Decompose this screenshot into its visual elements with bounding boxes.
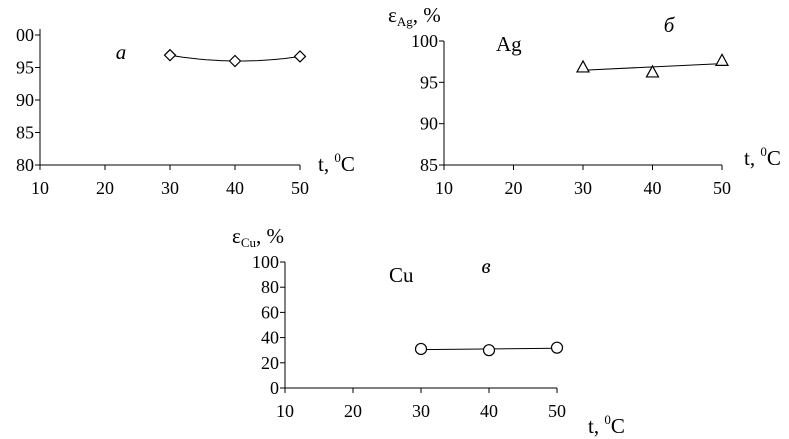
data-point-diamond	[163, 48, 177, 62]
x-axis-label: t, 0C	[744, 144, 781, 170]
data-point-triangle	[645, 64, 660, 78]
x-tick-label: 40	[644, 178, 662, 198]
y-tick-label: 60	[261, 302, 279, 322]
x-tick-label: 30	[574, 178, 592, 198]
x-tick-label: 30	[161, 178, 179, 198]
x-tick-label: 40	[226, 178, 244, 198]
panel-label: а	[116, 40, 127, 64]
x-tick-label: 10	[276, 401, 294, 421]
y-tick-label: 40	[261, 328, 279, 348]
x-tick-label: 20	[505, 178, 523, 198]
data-point-circle	[550, 341, 564, 354]
x-axis-label: t, 0C	[588, 412, 625, 438]
x-tick-label: 20	[344, 401, 362, 421]
y-tick-label: 90	[420, 114, 438, 134]
y-tick-label: 100	[252, 252, 279, 272]
y-tick-label: 100	[411, 31, 438, 51]
data-point-circle	[414, 342, 428, 356]
panel-label: б	[664, 13, 676, 37]
y-tick-label: 80	[261, 277, 279, 297]
x-tick-label: 40	[480, 401, 498, 421]
y-tick-label: 85	[420, 155, 438, 175]
x-axis-label: t, 0C	[318, 150, 355, 176]
series-label: Cu	[389, 263, 414, 287]
data-point-circle	[482, 344, 496, 357]
x-tick-label: 10	[31, 178, 49, 198]
chart-panel-2: 10 20 30 40 50 85 90 95 100 б Ag εAg, % t, 0C	[388, 3, 781, 198]
y-tick-label: 95	[16, 58, 34, 78]
x-tick-label: 30	[412, 401, 430, 421]
x-tick-label: 10	[435, 178, 453, 198]
y-tick-label: 90	[16, 90, 34, 110]
data-point-triangle	[714, 53, 730, 66]
x-tick-label: 20	[96, 178, 114, 198]
y-tick-label: 20	[261, 353, 279, 373]
y-tick-label: 80	[16, 155, 34, 175]
y-tick-label: 00	[16, 25, 34, 45]
x-tick-label: 50	[291, 178, 309, 198]
x-tick-label: 50	[713, 178, 731, 198]
chart-panel-1: 10 20 30 40 50 80 85 90 95 00 а t, 0C	[16, 25, 355, 198]
data-point-diamond	[228, 54, 242, 68]
data-point-triangle	[575, 59, 591, 73]
y-axis-label: εCu, %	[232, 224, 284, 250]
y-axis-label: εAg, %	[388, 3, 441, 29]
y-tick-label: 95	[420, 72, 438, 92]
y-tick-label: 85	[16, 123, 34, 143]
series-label: Ag	[496, 32, 522, 56]
y-tick-label: 0	[270, 378, 279, 398]
x-tick-label: 50	[548, 401, 566, 421]
data-point-diamond	[293, 50, 307, 63]
panel-label: в	[481, 254, 490, 278]
chart-panel-3: 10 20 30 40 50 0 20 40 60 80 100 в Cu εCu, % t, 0C	[232, 224, 625, 438]
